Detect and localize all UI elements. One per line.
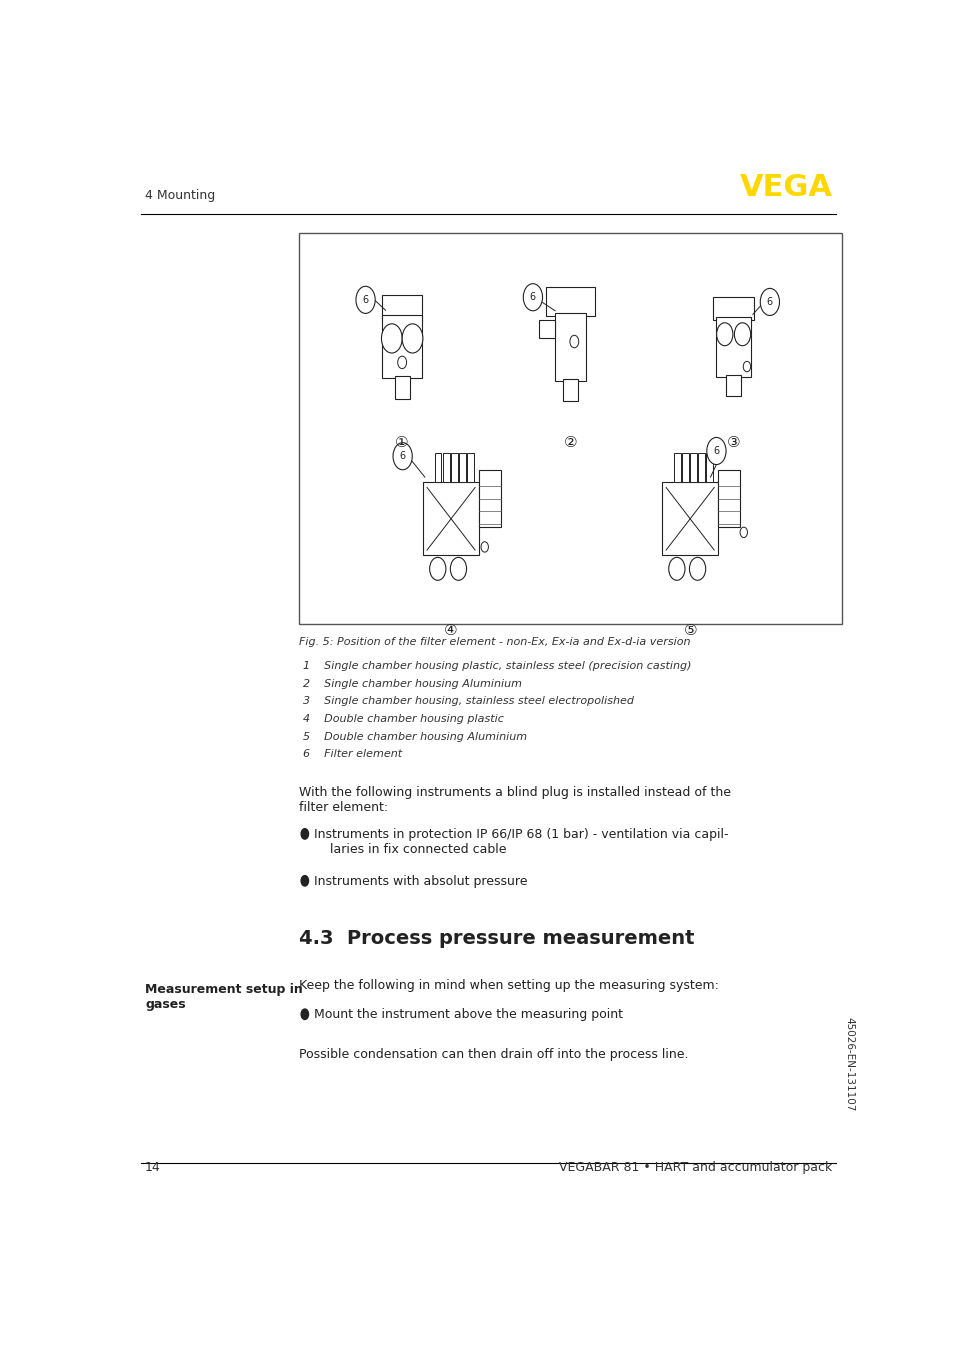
- Text: Possible condensation can then drain off into the process line.: Possible condensation can then drain off…: [298, 1048, 688, 1060]
- Bar: [451, 454, 457, 482]
- Bar: [381, 315, 422, 378]
- Text: 6: 6: [713, 445, 719, 456]
- Circle shape: [716, 322, 732, 345]
- Text: 6: 6: [399, 451, 405, 462]
- Circle shape: [393, 443, 412, 470]
- Bar: [298, 233, 841, 624]
- Text: 2    Single chamber housing Aluminium: 2 Single chamber housing Aluminium: [302, 678, 521, 689]
- Circle shape: [402, 324, 422, 353]
- Bar: [689, 454, 696, 482]
- Bar: [423, 482, 478, 555]
- Bar: [673, 454, 679, 482]
- Text: 6: 6: [529, 292, 536, 302]
- Bar: [562, 379, 578, 402]
- Circle shape: [742, 362, 750, 372]
- Text: 6    Filter element: 6 Filter element: [302, 750, 401, 760]
- Circle shape: [668, 558, 684, 581]
- Bar: [381, 295, 422, 321]
- Bar: [478, 470, 500, 527]
- Circle shape: [706, 437, 725, 464]
- Circle shape: [301, 876, 308, 886]
- Text: 6: 6: [766, 297, 772, 307]
- Text: Fig. 5: Position of the filter element - non-Ex, Ex-ia and Ex-d-ia version: Fig. 5: Position of the filter element -…: [298, 636, 690, 647]
- Circle shape: [381, 324, 402, 353]
- Circle shape: [760, 288, 779, 315]
- Bar: [718, 470, 740, 527]
- Circle shape: [450, 558, 466, 581]
- Bar: [435, 454, 441, 482]
- Text: ②: ②: [563, 436, 577, 451]
- Bar: [546, 287, 595, 315]
- Text: 1    Single chamber housing plastic, stainless steel (precision casting): 1 Single chamber housing plastic, stainl…: [302, 661, 690, 670]
- Bar: [555, 313, 585, 380]
- Circle shape: [429, 558, 445, 581]
- Text: ③: ③: [726, 436, 740, 451]
- Text: With the following instruments a blind plug is installed instead of the
filter e: With the following instruments a blind p…: [298, 785, 730, 814]
- Text: Instruments with absolut pressure: Instruments with absolut pressure: [314, 875, 527, 888]
- Circle shape: [689, 558, 705, 581]
- Text: 14: 14: [145, 1160, 161, 1174]
- Text: Mount the instrument above the measuring point: Mount the instrument above the measuring…: [314, 1007, 622, 1021]
- Bar: [467, 454, 474, 482]
- Bar: [681, 454, 688, 482]
- Bar: [706, 454, 712, 482]
- Text: ①: ①: [395, 436, 409, 451]
- Bar: [538, 320, 555, 338]
- Text: Keep the following in mind when setting up the measuring system:: Keep the following in mind when setting …: [298, 979, 718, 992]
- Text: 3    Single chamber housing, stainless steel electropolished: 3 Single chamber housing, stainless stee…: [302, 696, 633, 707]
- Circle shape: [740, 527, 747, 538]
- Circle shape: [301, 1009, 308, 1020]
- Bar: [698, 454, 704, 482]
- Bar: [715, 317, 751, 376]
- Bar: [661, 482, 718, 555]
- Bar: [725, 375, 740, 395]
- Text: VEGABAR 81 • HART and accumulator pack: VEGABAR 81 • HART and accumulator pack: [558, 1160, 832, 1174]
- Text: Measurement setup in
gases: Measurement setup in gases: [145, 983, 302, 1011]
- Text: ⑤: ⑤: [682, 623, 697, 638]
- Circle shape: [397, 356, 406, 368]
- Text: 45026-EN-131107: 45026-EN-131107: [843, 1017, 854, 1112]
- Circle shape: [734, 322, 750, 345]
- Bar: [442, 454, 449, 482]
- Text: 4    Double chamber housing plastic: 4 Double chamber housing plastic: [302, 714, 503, 724]
- Circle shape: [301, 829, 308, 839]
- Text: 4 Mounting: 4 Mounting: [145, 190, 215, 202]
- Bar: [458, 454, 465, 482]
- Text: 6: 6: [362, 295, 368, 305]
- Text: 5    Double chamber housing Aluminium: 5 Double chamber housing Aluminium: [302, 731, 526, 742]
- Circle shape: [480, 542, 488, 552]
- Bar: [395, 376, 409, 399]
- Text: 4.3  Process pressure measurement: 4.3 Process pressure measurement: [298, 929, 694, 948]
- Bar: [712, 297, 754, 320]
- Text: Instruments in protection IP 66/IP 68 (1 bar) - ventilation via capil-
    larie: Instruments in protection IP 66/IP 68 (1…: [314, 827, 727, 856]
- Text: VEGA: VEGA: [739, 173, 832, 202]
- Circle shape: [569, 336, 578, 348]
- Circle shape: [523, 284, 542, 311]
- Text: ④: ④: [444, 623, 457, 638]
- Circle shape: [355, 286, 375, 313]
